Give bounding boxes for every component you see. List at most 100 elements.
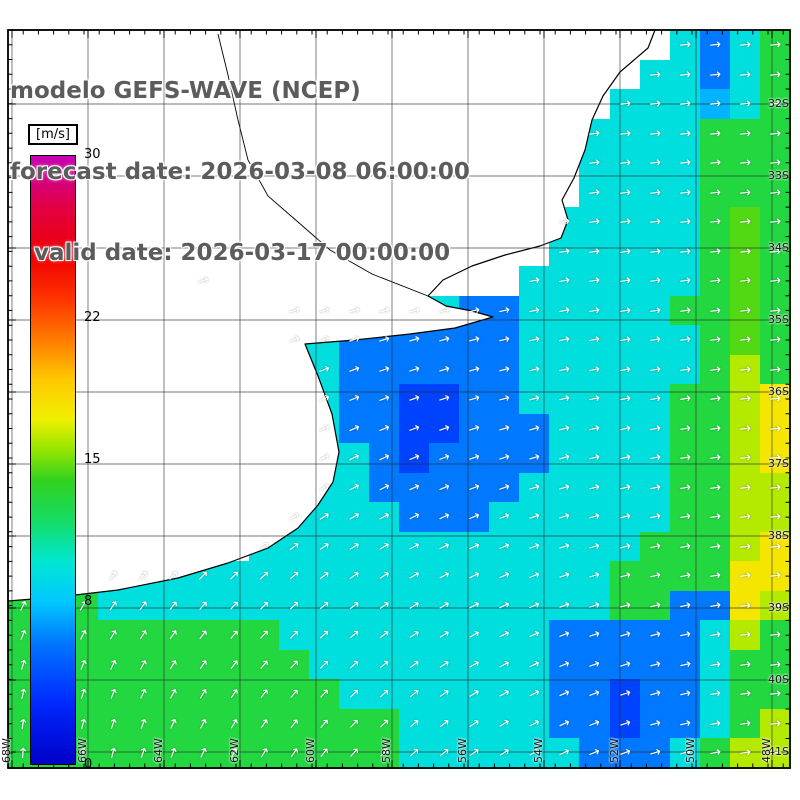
field-cell xyxy=(338,649,370,681)
field-cell xyxy=(338,413,370,444)
field-cell xyxy=(699,561,731,592)
field-cell xyxy=(429,649,460,681)
field-cell xyxy=(429,620,460,651)
field-cell xyxy=(639,649,671,681)
field-cell xyxy=(729,118,761,149)
field-cell xyxy=(579,443,611,474)
field-cell xyxy=(368,443,400,474)
field-cell xyxy=(188,738,220,769)
field-cell xyxy=(399,620,430,651)
field-cell xyxy=(759,207,791,238)
field-cell xyxy=(759,590,791,621)
field-cell xyxy=(278,649,310,681)
field-cell xyxy=(399,590,430,621)
field-cell xyxy=(459,384,490,415)
field-cell xyxy=(519,295,550,326)
field-cell xyxy=(188,649,220,681)
field-cell xyxy=(368,679,400,710)
field-cell xyxy=(368,620,400,651)
lon-label: 58W xyxy=(380,738,393,763)
lon-label: 52W xyxy=(608,738,621,763)
field-cell xyxy=(519,266,550,297)
field-cell xyxy=(639,354,671,385)
field-cell xyxy=(729,502,761,533)
field-cell xyxy=(609,443,641,474)
field-cell xyxy=(489,649,520,681)
lat-label: 40S xyxy=(768,673,789,686)
field-cell xyxy=(459,413,490,444)
lat-label: 36S xyxy=(768,385,789,398)
field-cell xyxy=(519,502,550,533)
field-cell xyxy=(338,443,370,474)
field-cell xyxy=(609,649,641,681)
field-cell xyxy=(729,738,761,769)
field-cell xyxy=(669,177,701,208)
field-cell xyxy=(308,738,340,769)
field-cell xyxy=(759,679,791,710)
lon-label: 50W xyxy=(684,738,697,763)
field-cell xyxy=(579,266,611,297)
field-cell xyxy=(609,148,641,179)
field-cell xyxy=(489,384,520,415)
field-cell xyxy=(248,679,280,710)
field-cell xyxy=(609,413,641,444)
field-cell xyxy=(729,207,761,238)
field-cell xyxy=(759,236,791,267)
field-cell xyxy=(278,679,310,710)
lat-label: 37S xyxy=(768,457,789,470)
lon-label: 56W xyxy=(456,738,469,763)
field-cell xyxy=(519,325,550,356)
lat-label: 35S xyxy=(768,313,789,326)
field-cell xyxy=(278,708,310,740)
field-cell xyxy=(368,354,400,385)
field-cell xyxy=(368,708,400,740)
field-cell xyxy=(669,472,701,503)
field-cell xyxy=(609,738,641,769)
field-cell xyxy=(759,354,791,385)
field-cell xyxy=(278,738,310,769)
field-cell xyxy=(609,354,641,385)
colorbar-tick-22: 22 xyxy=(84,309,101,325)
lat-label: 33S xyxy=(768,169,789,182)
field-cell xyxy=(609,325,641,356)
field-cell xyxy=(549,679,581,710)
colorbar-tick-0: 0 xyxy=(84,757,93,772)
field-cell xyxy=(729,708,761,740)
field-cell xyxy=(399,561,430,592)
lon-label: 62W xyxy=(228,738,241,763)
field-cell xyxy=(609,236,641,267)
field-cell xyxy=(639,443,671,474)
field-cell xyxy=(729,59,761,90)
field-cell xyxy=(549,472,581,503)
field-cell xyxy=(489,620,520,651)
forecast-date-line: forecast date: 2026-03-08 06:00:00 xyxy=(10,159,470,185)
field-cell xyxy=(338,472,370,503)
field-cell xyxy=(699,738,731,769)
field-cell xyxy=(489,413,520,444)
field-cell xyxy=(399,443,430,474)
field-cell xyxy=(609,472,641,503)
field-cell xyxy=(669,30,701,61)
field-cell xyxy=(669,207,701,238)
field-cell xyxy=(399,502,430,533)
field-cell xyxy=(609,177,641,208)
field-cell xyxy=(639,502,671,533)
field-cell xyxy=(759,266,791,297)
field-cell xyxy=(699,531,731,562)
field-cell xyxy=(579,207,611,238)
field-cell xyxy=(308,649,340,681)
field-cell xyxy=(699,413,731,444)
field-cell xyxy=(729,590,761,621)
field-cell xyxy=(98,738,129,769)
river-line xyxy=(217,33,429,297)
field-cell xyxy=(98,679,129,710)
field-cell xyxy=(579,531,611,562)
field-cell xyxy=(639,620,671,651)
field-cell xyxy=(489,472,520,503)
field-cell xyxy=(759,620,791,651)
field-cell xyxy=(699,266,731,297)
field-cell xyxy=(639,531,671,562)
field-cell xyxy=(429,472,460,503)
field-cell xyxy=(609,590,641,621)
field-cell xyxy=(699,59,731,90)
